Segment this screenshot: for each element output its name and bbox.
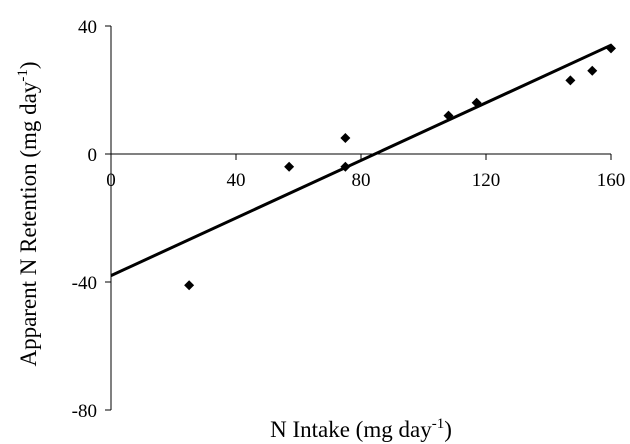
y-tick-label: 40 xyxy=(78,17,97,38)
data-point xyxy=(606,43,616,54)
data-point xyxy=(340,161,351,172)
y-axis-title: Apparent N Retention (mg day-1) xyxy=(15,61,41,366)
y-axis-title-sup: -1 xyxy=(15,69,31,82)
x-tick-label: 0 xyxy=(106,170,116,191)
y-ticks: 40 0 -40 -80 xyxy=(72,17,111,422)
data-point xyxy=(471,97,482,108)
x-axis-title-sup: -1 xyxy=(432,416,445,432)
axes xyxy=(110,26,611,410)
trendline xyxy=(110,43,612,277)
x-ticks: 0 40 80 120 160 xyxy=(106,154,625,191)
x-tick-label: 80 xyxy=(352,170,371,191)
data-point xyxy=(284,161,295,172)
data-point xyxy=(587,65,598,76)
y-tick-label: -40 xyxy=(72,273,97,294)
x-tick-label: 120 xyxy=(472,170,501,191)
y-tick-label: -80 xyxy=(72,401,97,422)
x-tick-label: 160 xyxy=(597,170,626,191)
x-axis-title-text: N Intake (mg day xyxy=(270,417,432,442)
x-tick-label: 40 xyxy=(227,170,246,191)
data-point xyxy=(340,133,351,143)
x-axis-title: N Intake (mg day-1) xyxy=(270,416,452,442)
y-axis-title-close: ) xyxy=(16,61,41,69)
y-axis-title-text: Apparent N Retention (mg day xyxy=(16,81,41,366)
x-axis-title-close: ) xyxy=(444,417,452,442)
data-point xyxy=(565,75,576,86)
y-tick-label: 0 xyxy=(88,145,98,166)
data-points xyxy=(184,43,616,291)
data-point xyxy=(443,110,454,121)
data-point xyxy=(184,280,195,291)
